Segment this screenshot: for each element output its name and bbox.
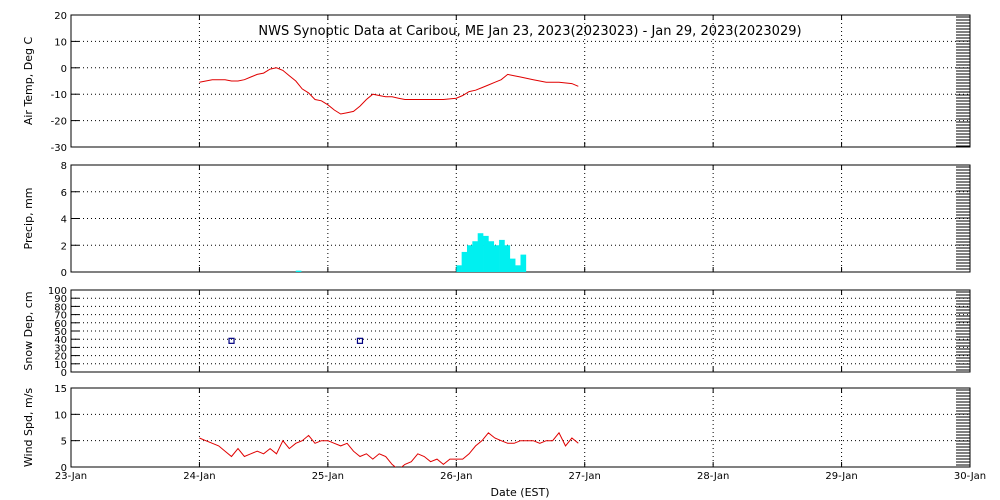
x-tick-label: 27-Jan xyxy=(569,471,601,482)
wind-speed-ytick-label: 10 xyxy=(54,410,67,421)
air-temp-ytick-label: 10 xyxy=(54,37,67,48)
panel-precip: 0 2 4 6 8 Precip, mm xyxy=(22,161,971,279)
precip-bar xyxy=(504,245,511,272)
wind-speed-ytick-label: 15 xyxy=(54,384,67,395)
air-temp-series-line xyxy=(199,67,579,115)
snow-depth-ytick-label: 100 xyxy=(48,286,67,297)
snow-depth-ytick-label: 80 xyxy=(54,302,67,313)
snow-depth-ytick-label: 90 xyxy=(54,294,67,305)
x-tick-label: 28-Jan xyxy=(697,471,729,482)
air-temp-ytick-label: -20 xyxy=(51,117,67,128)
x-tick-label: 24-Jan xyxy=(183,471,215,482)
precip-bar xyxy=(456,265,462,272)
wind-speed-marks xyxy=(199,431,579,467)
snow-depth-ytick-label: 20 xyxy=(54,352,67,363)
precip-ytick-label: 0 xyxy=(61,268,67,279)
precip-bar xyxy=(477,233,484,272)
x-tick-label: 26-Jan xyxy=(440,471,472,482)
air-temp-ytick-label: -30 xyxy=(51,143,67,154)
air-temp-frame xyxy=(70,14,971,148)
precip-ytick-label: 2 xyxy=(61,241,67,252)
snow-depth-marks xyxy=(228,337,364,344)
precip-ytick-label: 4 xyxy=(61,215,67,226)
snow-depth-ytick-label: 50 xyxy=(54,327,67,338)
wind-speed-y-axis-label: Wind Spd, m/s xyxy=(22,388,35,468)
precip-bar xyxy=(520,254,527,272)
air-temp-y-axis-label: Air Temp, Deg C xyxy=(22,37,35,126)
wind-speed-ytick-label: 5 xyxy=(61,437,67,448)
panel-air-temp: -30 -20 -10 0 10 20 Air Temp, Deg C xyxy=(22,11,971,154)
precip-ytick-label: 8 xyxy=(61,161,67,172)
precip-bar xyxy=(493,245,500,272)
precip-bar xyxy=(461,251,468,272)
panel-wind-speed: 0 5 10 15 Wind Spd, m/s xyxy=(22,384,971,474)
air-temp-marks xyxy=(199,67,579,115)
snow-depth-ytick-label: 0 xyxy=(61,368,67,379)
precip-ytick-label: 6 xyxy=(61,188,67,199)
air-temp-ytick-label: -10 xyxy=(51,90,67,101)
snow-depth-ytick-label: 10 xyxy=(54,360,67,371)
precip-marks xyxy=(295,233,527,272)
x-tick-label: 23-Jan xyxy=(55,471,87,482)
snow-depth-ytick-label: 60 xyxy=(54,319,67,330)
snow-depth-point xyxy=(228,337,235,344)
precip-bar xyxy=(488,241,495,272)
snow-depth-ytick-label: 70 xyxy=(54,311,67,322)
wind-speed-series-line xyxy=(199,431,579,467)
wind-speed-ytick-label: 0 xyxy=(61,463,67,474)
precip-bar xyxy=(466,245,473,272)
precip-bar xyxy=(472,241,478,272)
snow-depth-ytick-label: 30 xyxy=(54,343,67,354)
chart-title: NWS Synoptic Data at Caribou, ME Jan 23,… xyxy=(258,24,801,39)
precip-bar xyxy=(509,258,516,272)
precip-bar xyxy=(483,235,489,272)
precip-bar xyxy=(499,239,505,272)
air-temp-ytick-label: 20 xyxy=(54,11,67,22)
wind-speed-frame xyxy=(70,387,971,468)
precip-bar xyxy=(295,270,302,272)
x-axis-label: Date (EST) xyxy=(490,486,549,499)
x-tick-label: 30-Jan xyxy=(954,471,986,482)
x-tick-label: 29-Jan xyxy=(825,471,857,482)
precip-y-axis-label: Precip, mm xyxy=(22,188,35,250)
air-temp-ytick-label: 0 xyxy=(61,64,67,75)
snow-depth-point xyxy=(356,337,364,344)
snow-depth-y-axis-label: Snow Dep, cm xyxy=(22,291,35,370)
x-tick-label: 25-Jan xyxy=(312,471,344,482)
snow-depth-ytick-label: 40 xyxy=(54,335,67,346)
precip-bar xyxy=(515,265,521,272)
